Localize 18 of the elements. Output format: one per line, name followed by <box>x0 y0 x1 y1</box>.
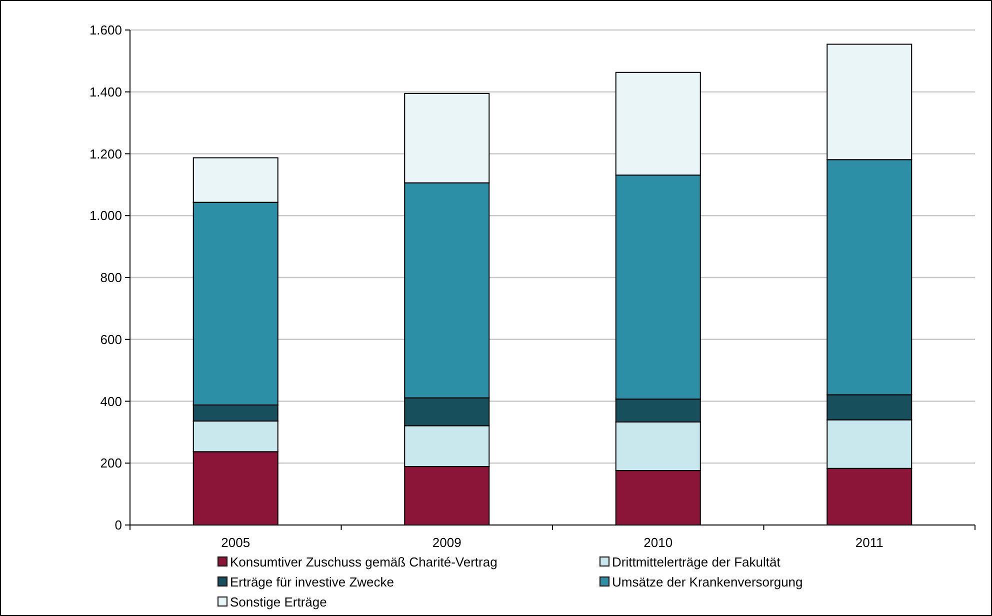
x-tick-label: 2011 <box>855 535 884 550</box>
y-tick-label: 0 <box>114 518 122 533</box>
y-tick-label: 200 <box>100 456 122 471</box>
x-tick-label: 2010 <box>644 535 673 550</box>
legend-label: Sonstige Erträge <box>230 594 327 610</box>
y-tick-label: 800 <box>100 270 122 286</box>
legend-label: Umsätze der Krankenversorgung <box>612 574 803 590</box>
y-tick-label: 1.000 <box>89 208 122 224</box>
y-tick-label: 1.400 <box>89 84 122 100</box>
x-tick-label: 2005 <box>221 535 250 550</box>
legend-label: Erträge für investive Zwecke <box>230 574 394 590</box>
legend-label: Drittmittelerträge der Fakultät <box>612 554 781 570</box>
y-tick-label: 600 <box>100 332 122 347</box>
x-tick-label: 2009 <box>432 535 462 550</box>
y-tick-label: 1.600 <box>89 22 122 38</box>
y-tick-label: 400 <box>100 394 122 409</box>
legend-label: Konsumtiver Zuschuss gemäß Charité-Vertrag <box>230 554 498 570</box>
y-tick-label: 1.200 <box>89 146 122 162</box>
